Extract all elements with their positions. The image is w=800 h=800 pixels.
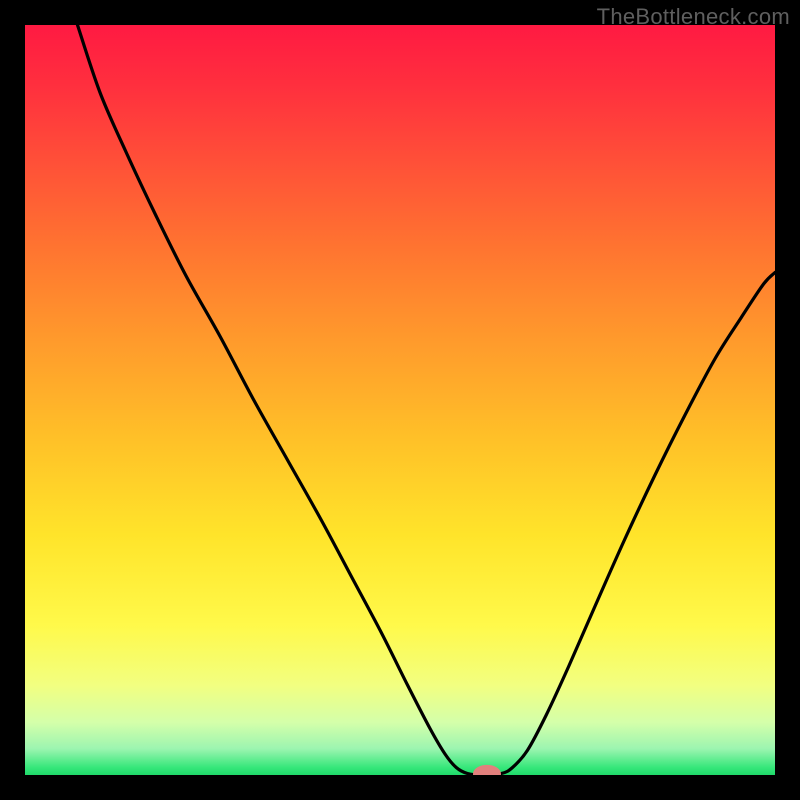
watermark-text: TheBottleneck.com [597, 4, 790, 30]
chart-container: TheBottleneck.com [0, 0, 800, 800]
plot-background-gradient [25, 25, 775, 775]
bottleneck-chart-svg [0, 0, 800, 800]
